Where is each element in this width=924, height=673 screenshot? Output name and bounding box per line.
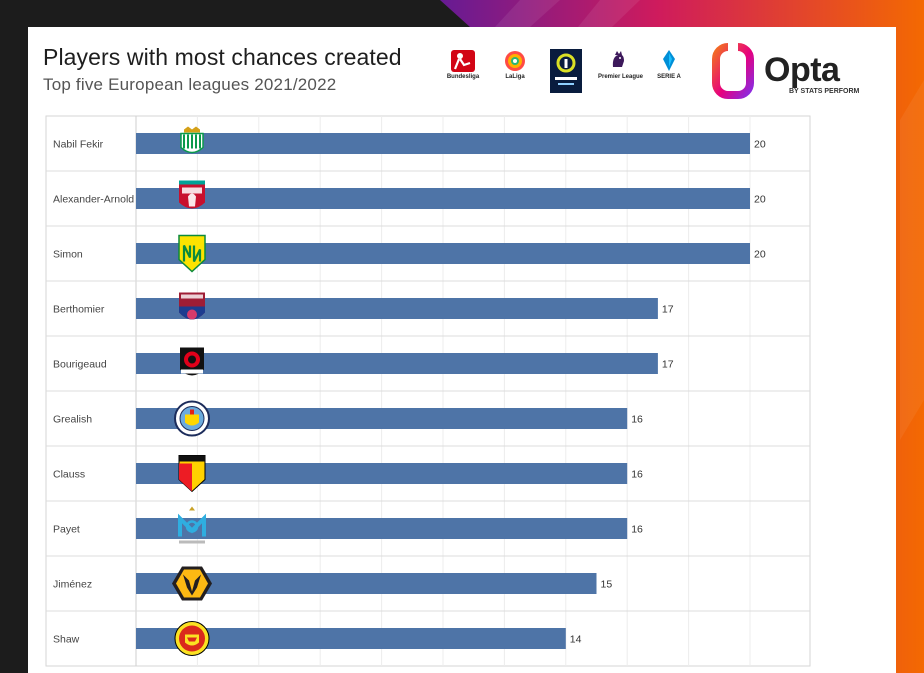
y-tick-label: Alexander-Arnold — [53, 194, 134, 206]
bar — [136, 518, 628, 539]
bar — [136, 353, 658, 374]
league-label: LaLiga — [505, 74, 525, 80]
badges-layer — [172, 126, 212, 656]
bar — [136, 188, 750, 209]
y-tick-label: Berthomier — [53, 304, 105, 316]
stade-rennais-badge-icon — [180, 347, 204, 376]
manchester-united-badge-icon — [174, 621, 210, 656]
y-tick-label: Simon — [53, 249, 83, 261]
laliga-logo-icon — [505, 51, 525, 71]
bar — [136, 463, 628, 484]
bar — [136, 573, 597, 594]
y-tick-label: Shaw — [53, 634, 80, 646]
bar — [136, 408, 628, 429]
league-ligue1 — [546, 49, 586, 93]
wolves-badge-icon — [172, 566, 212, 601]
opta-logo-icon — [712, 43, 754, 99]
bar — [136, 243, 750, 264]
y-tick-label: Grealish — [53, 414, 92, 426]
serie-a-logo-icon — [663, 50, 675, 71]
data-label: 16 — [631, 414, 643, 426]
bar — [136, 133, 750, 154]
league-label: Premier League — [598, 74, 644, 80]
opta-wordmark: Opta — [764, 51, 840, 89]
fc-nantes-badge-icon — [178, 234, 206, 273]
data-label: 20 — [754, 249, 766, 261]
bar — [136, 298, 658, 319]
data-label: 15 — [601, 579, 613, 591]
bar — [136, 628, 566, 649]
y-tick-label: Payet — [53, 524, 80, 536]
manchester-city-badge-icon — [174, 400, 210, 437]
bars-layer: 20 20 20 17 17 16 16 16 15 14 — [136, 133, 766, 649]
y-tick-label: Clauss — [53, 469, 85, 481]
league-premier-league: Premier League — [598, 49, 644, 81]
bundesliga-logo-icon — [451, 50, 475, 72]
y-tick-label: Jiménez — [53, 579, 92, 591]
league-label: Bundesliga — [446, 74, 480, 80]
league-label: SERIE A — [657, 74, 681, 80]
data-label: 20 — [754, 139, 766, 151]
y-tick-label: Bourigeaud — [53, 359, 107, 371]
chart-title: Players with most chances created — [43, 44, 402, 70]
rows-layer: Nabil Fekir Alexander-Arnold Simon Berthomi… — [46, 139, 810, 646]
league-serie-a: SERIE A — [649, 49, 689, 81]
data-label: 17 — [662, 359, 674, 371]
league-bundesliga: Bundesliga — [443, 49, 483, 81]
data-label: 17 — [662, 304, 674, 316]
y-tick-label: Nabil Fekir — [53, 139, 104, 151]
league-laliga: LaLiga — [495, 49, 535, 81]
premier-league-logo-icon — [612, 51, 624, 67]
olympique-marseille-badge-icon — [178, 506, 206, 544]
real-betis-badge-icon — [180, 126, 204, 154]
ligue1-logo-icon — [550, 49, 582, 93]
opta-tagline: BY STATS PERFORM — [789, 88, 860, 95]
data-label: 14 — [570, 634, 582, 646]
chart-subtitle: Top five European leagues 2021/2022 — [43, 75, 337, 94]
data-label: 16 — [631, 469, 643, 481]
data-label: 16 — [631, 524, 643, 536]
data-label: 20 — [754, 194, 766, 206]
rc-lens-badge-icon — [178, 455, 206, 493]
liverpool-badge-icon — [179, 180, 205, 209]
clermont-foot-badge-icon — [179, 292, 205, 320]
